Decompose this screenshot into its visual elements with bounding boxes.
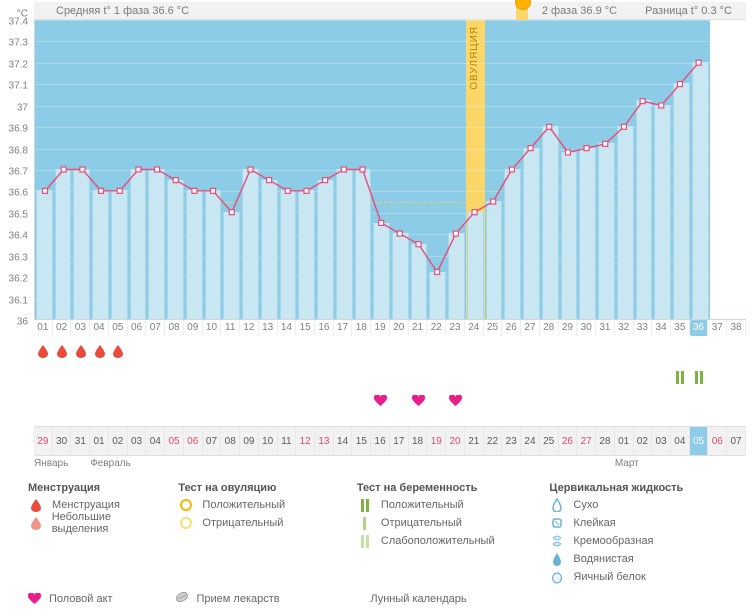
menstruation-row [34,340,746,362]
legend-label: Прием лекарств [197,593,280,605]
legend-label: Менструация [52,499,120,511]
legend-label: Сухо [573,499,598,511]
temperature-chart[interactable]: ОВУЛЯЦИЯ [34,20,746,320]
legend-label: Кремообразная [573,535,653,547]
ovulation-marker-icon [516,2,528,20]
legend-label: Клейкая [573,517,615,529]
legend-pregtest-header: Тест на беременность [357,482,540,494]
legend-menstruation-header: Менструация [28,482,168,494]
intercourse-row [34,390,746,412]
legend-ovtest-header: Тест на овуляцию [178,482,346,494]
temperature-line [35,20,746,319]
legend-label: Положительный [202,499,285,511]
legend-label: Слабоположительный [381,535,495,547]
legend-label: Отрицательный [381,517,462,529]
chart-header: Средняя t° 1 фаза 36.6 °C 2 фаза 36.9 °C… [34,2,746,20]
legend-label: Отрицательный [202,517,283,529]
legend-label: Половой акт [49,593,113,605]
y-axis-labels: °C3636.136.236.336.436.536.636.736.836.9… [2,2,32,312]
legend-row-2: Половой акт Прием лекарств Лунный календ… [28,590,746,607]
legend-label: Положительный [381,499,464,511]
legend-cf-header: Цервикальная жидкость [549,482,746,494]
phase2-avg-label: 2 фаза 36.9 °C [528,5,631,17]
legend-label: Небольшие выделения [52,511,169,535]
legend-label: Яичный белок [573,571,645,583]
calendar-strip[interactable]: 2930310102030405060708091011121314151617… [34,426,746,456]
legend-grid: Менструация Менструация Небольшие выделе… [28,482,746,586]
phase1-avg-label: Средняя t° 1 фаза 36.6 °C [34,5,516,17]
legend-label: Лунный календарь [370,593,466,605]
cycle-day-axis: 0102030405060708091011121314151617181920… [34,320,746,336]
month-labels: ЯнварьФевральМарт [34,458,746,472]
temp-diff-label: Разница t° 0.3 °C [631,5,746,17]
legend-label: Водянистая [573,553,633,565]
pregnancy-test-row [34,366,746,388]
